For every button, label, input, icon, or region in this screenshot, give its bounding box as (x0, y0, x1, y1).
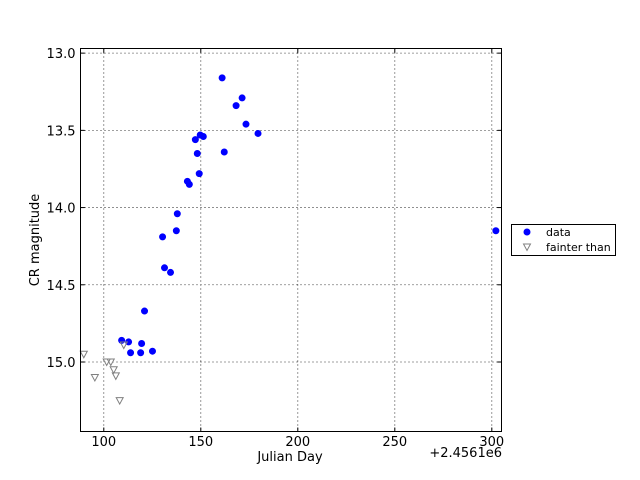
point (220, 148, 228, 156)
point (161, 264, 169, 272)
legend-label: fainter than (546, 241, 611, 254)
triangle-point (102, 358, 112, 367)
point (173, 210, 181, 218)
point (238, 94, 246, 102)
point (137, 349, 145, 357)
x-tick-label: 300 (479, 435, 504, 450)
y-axis-label: CR magnitude (28, 194, 43, 287)
point (254, 129, 262, 137)
x-tick-label: 150 (188, 435, 213, 450)
point (141, 307, 149, 315)
point (492, 227, 500, 235)
point (242, 120, 250, 128)
y-tick-label: 15.0 (47, 356, 76, 371)
legend-label: data (546, 226, 571, 239)
y-tick-label: 13.0 (47, 47, 76, 62)
point (148, 347, 156, 355)
point (172, 227, 180, 235)
x-offset-label: +2.4561e6 (429, 446, 502, 461)
x-tick-label: 100 (91, 435, 116, 450)
plot-frame (80, 48, 502, 432)
x-axis-label: Julian Day (256, 450, 323, 465)
triangle-point (79, 350, 89, 359)
y-tick-label: 13.5 (47, 124, 76, 139)
y-tick-label: 14.5 (47, 279, 76, 294)
point (191, 136, 199, 144)
point (232, 102, 240, 110)
triangle-point (111, 372, 121, 381)
point (185, 180, 193, 188)
point (193, 150, 201, 158)
point (167, 268, 175, 276)
point (159, 233, 167, 241)
point (195, 170, 203, 178)
legend-marker (522, 243, 532, 252)
triangle-point (119, 341, 129, 350)
legend-marker (523, 228, 531, 236)
point (138, 339, 146, 347)
triangle-point (90, 373, 100, 383)
triangle-point (106, 358, 116, 367)
triangle-point (109, 366, 119, 375)
point (218, 74, 226, 82)
x-tick-label: 250 (382, 435, 407, 450)
triangle-point (115, 397, 125, 406)
point (199, 133, 207, 141)
x-tick-label: 200 (285, 435, 310, 450)
point (127, 349, 135, 357)
y-tick-label: 14.0 (47, 202, 76, 217)
